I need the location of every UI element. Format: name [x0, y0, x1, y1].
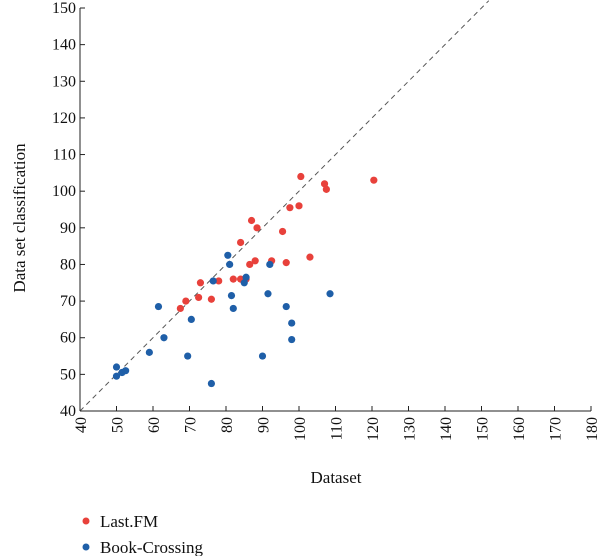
y-axis-title: Data set classification — [10, 143, 29, 293]
y-tick-label: 40 — [60, 403, 76, 420]
data-point-book-crossing[interactable] — [242, 273, 250, 281]
y-tick-label: 70 — [60, 293, 76, 310]
x-tick-label: 180 — [584, 417, 600, 441]
data-point-last-fm[interactable] — [295, 202, 303, 210]
y-tick-label: 150 — [52, 0, 76, 17]
x-tick-label: 50 — [110, 417, 127, 433]
x-tick-label: 110 — [329, 417, 346, 440]
data-point-book-crossing[interactable] — [224, 251, 232, 259]
data-point-book-crossing[interactable] — [258, 352, 267, 360]
data-point-book-crossing[interactable] — [207, 379, 215, 388]
x-axis-title: Dataset — [311, 468, 362, 487]
x-tick-label: 60 — [146, 417, 163, 433]
data-point-last-fm[interactable] — [278, 227, 287, 236]
data-point-last-fm[interactable] — [246, 260, 254, 269]
x-tick-label: 120 — [365, 417, 382, 441]
data-point-last-fm[interactable] — [215, 277, 223, 285]
y-tick-label: 90 — [60, 220, 76, 237]
data-point-last-fm[interactable] — [322, 185, 330, 193]
legend-label-last-fm: Last.FM — [100, 512, 158, 531]
y-tick-label: 120 — [52, 110, 76, 127]
series-book-crossing — [112, 251, 334, 388]
data-point-book-crossing[interactable] — [326, 290, 334, 298]
legend-marker-last-fm — [82, 517, 90, 525]
data-point-book-crossing[interactable] — [122, 367, 130, 375]
data-point-book-crossing[interactable] — [229, 304, 237, 313]
y-tick-label: 130 — [52, 73, 76, 90]
legend-label-book-crossing: Book-Crossing — [100, 538, 203, 556]
data-point-book-crossing[interactable] — [145, 348, 153, 356]
points-layer — [112, 172, 378, 388]
data-point-last-fm[interactable] — [195, 293, 203, 302]
data-point-last-fm[interactable] — [320, 180, 329, 188]
x-tick-label: 90 — [256, 417, 273, 433]
y-tick-label: 50 — [60, 366, 76, 383]
data-point-book-crossing[interactable] — [227, 291, 236, 300]
x-tick-label: 40 — [73, 417, 90, 433]
data-point-book-crossing[interactable] — [187, 315, 195, 324]
data-point-book-crossing[interactable] — [154, 302, 163, 311]
data-point-last-fm[interactable] — [176, 304, 184, 313]
data-point-book-crossing[interactable] — [160, 334, 168, 342]
data-point-book-crossing[interactable] — [266, 260, 274, 269]
legend: Last.FM Book-Crossing — [82, 512, 204, 556]
y-tick-label: 60 — [60, 330, 76, 347]
x-tick-label: 100 — [292, 417, 309, 441]
y-tick-label: 100 — [52, 183, 76, 200]
data-point-book-crossing[interactable] — [240, 279, 248, 287]
data-point-last-fm[interactable] — [196, 279, 205, 287]
x-tick-label: 140 — [438, 417, 455, 441]
reference-line-layer — [79, 0, 490, 412]
data-point-book-crossing[interactable] — [226, 260, 234, 269]
data-point-book-crossing[interactable] — [112, 363, 121, 371]
data-point-book-crossing[interactable] — [184, 352, 192, 360]
axes-layer: 40 50 60 70 80 90 100 110 120 130 140 150 40 50 60 70 80… — [52, 0, 600, 441]
data-point-last-fm[interactable] — [370, 176, 378, 184]
data-point-book-crossing[interactable] — [282, 302, 290, 311]
data-point-last-fm[interactable] — [182, 297, 190, 305]
series-last-fm — [176, 172, 378, 313]
x-tick-label: 160 — [511, 417, 528, 441]
y-tick-label: 110 — [53, 147, 76, 164]
data-point-last-fm[interactable] — [207, 295, 215, 303]
data-point-last-fm[interactable] — [253, 224, 261, 232]
x-tick-label: 70 — [183, 417, 200, 433]
data-point-last-fm[interactable] — [286, 204, 294, 212]
y-tick-label: 80 — [60, 256, 76, 273]
data-point-last-fm[interactable] — [237, 238, 245, 247]
data-point-book-crossing[interactable] — [209, 277, 217, 285]
legend-marker-book-crossing — [82, 543, 90, 551]
x-tick-label: 130 — [402, 417, 419, 441]
y-tick-label: 140 — [52, 37, 76, 54]
legend-item-book-crossing[interactable]: Book-Crossing — [82, 538, 204, 556]
data-point-last-fm[interactable] — [251, 257, 259, 265]
data-point-last-fm[interactable] — [247, 216, 256, 225]
data-point-last-fm[interactable] — [297, 172, 305, 181]
data-point-book-crossing[interactable] — [288, 319, 296, 327]
data-point-book-crossing[interactable] — [112, 372, 121, 380]
data-point-last-fm[interactable] — [282, 259, 290, 267]
x-tick-label: 170 — [548, 417, 565, 441]
data-point-last-fm[interactable] — [229, 275, 237, 283]
x-tick-label: 80 — [219, 417, 236, 433]
x-tick-label: 150 — [475, 417, 492, 441]
data-point-book-crossing[interactable] — [264, 290, 272, 298]
legend-item-last-fm[interactable]: Last.FM — [82, 512, 159, 531]
data-point-book-crossing[interactable] — [288, 335, 296, 344]
reference-line — [79, 0, 490, 412]
data-point-last-fm[interactable] — [306, 253, 314, 261]
